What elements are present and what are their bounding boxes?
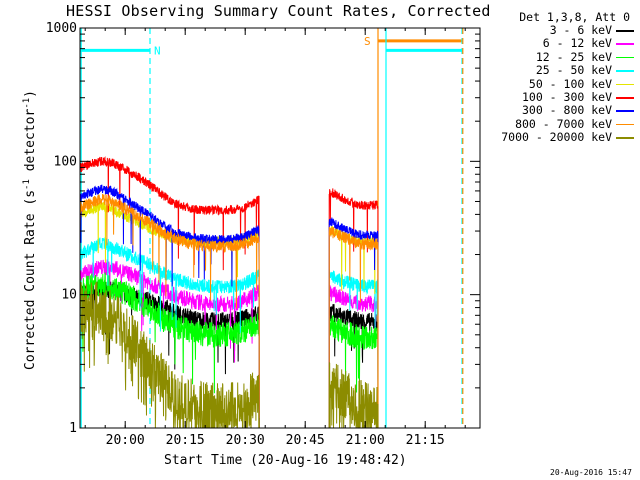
legend-item: 6 - 12 keV [484, 36, 640, 51]
legend-swatch [616, 96, 634, 99]
series-line [79, 193, 260, 429]
legend-label: 100 - 300 keV [521, 89, 612, 104]
legend-swatch [616, 110, 634, 112]
series-line [328, 315, 379, 429]
flag-label: N [154, 44, 161, 57]
chart-title: HESSI Observing Summary Count Rates, Cor… [66, 2, 491, 20]
legend-item: 300 - 800 keV [484, 103, 640, 118]
legend-label: 3 - 6 keV [549, 23, 612, 37]
legend-swatch [616, 30, 634, 32]
series-line [79, 237, 260, 429]
legend-item: 3 - 6 keV [484, 23, 640, 37]
series-line [328, 217, 379, 429]
plot-frame [79, 27, 481, 429]
series-line [328, 188, 379, 429]
legend-label: 50 - 100 keV [528, 76, 612, 91]
y-axis-label: Corrected Count Rate (s-1 detector-1) [21, 90, 39, 370]
series-line [79, 281, 260, 429]
legend-title: Det 1,3,8, Att 0 [519, 10, 630, 24]
legend-item: 12 - 25 keV [484, 49, 640, 64]
y-tick-label: 10 [61, 288, 77, 303]
x-tick-label: 20:00 [106, 433, 145, 448]
footer-timestamp: 20-Aug-2016 15:47 [550, 468, 632, 477]
x-tick-label: 20:15 [166, 433, 205, 448]
legend-item: 800 - 7000 keV [484, 116, 640, 131]
legend-swatch [616, 70, 634, 72]
legend-label: 6 - 12 keV [542, 36, 612, 51]
series-line [328, 285, 379, 429]
x-tick-label: 21:00 [346, 433, 385, 448]
x-tick-label: 21:15 [406, 433, 445, 448]
legend-item: 50 - 100 keV [484, 76, 640, 91]
y-tick-label: 1 [69, 421, 77, 436]
series-line [79, 156, 260, 429]
legend-swatch [616, 83, 634, 86]
legend: Det 1,3,8, Att 0 3 - 6 keV 6 - 12 keV 12 -… [484, 10, 640, 145]
legend-swatch [616, 56, 634, 59]
legend-swatch [616, 43, 634, 45]
legend-item: 7000 - 20000 keV [484, 130, 640, 145]
series-line [328, 362, 379, 429]
series-line [328, 304, 379, 429]
x-axis-label: Start Time (20-Aug-16 19:48:42) [164, 453, 407, 468]
flag-label: S [364, 35, 371, 48]
legend-swatch [616, 137, 634, 139]
x-tick-label: 20:30 [226, 433, 265, 448]
legend-label: 300 - 800 keV [521, 103, 612, 118]
legend-item: 25 - 50 keV [484, 63, 640, 78]
legend-item: 100 - 300 keV [484, 89, 640, 104]
x-tick-label: 20:45 [286, 433, 325, 448]
series-line [328, 226, 379, 429]
legend-label: 7000 - 20000 keV [501, 130, 612, 145]
series-line [328, 269, 379, 429]
legend-label: 800 - 7000 keV [515, 116, 612, 131]
y-tick-label: 1000 [46, 21, 77, 36]
legend-label: 25 - 50 keV [535, 63, 612, 78]
legend-swatch [616, 123, 634, 126]
legend-label: 12 - 25 keV [535, 49, 612, 64]
y-tick-label: 100 [54, 154, 77, 169]
